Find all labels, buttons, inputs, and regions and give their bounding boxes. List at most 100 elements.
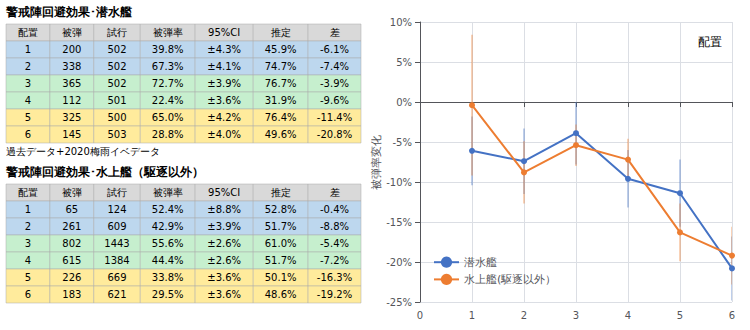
svg-text:試行: 試行 <box>107 27 127 38</box>
svg-text:61.0%: 61.0% <box>265 238 297 249</box>
svg-text:50.1%: 50.1% <box>265 272 297 283</box>
svg-text:6: 6 <box>729 310 735 321</box>
svg-text:1384: 1384 <box>104 255 129 266</box>
svg-text:潜水艦: 潜水艦 <box>464 256 497 269</box>
svg-text:76.4%: 76.4% <box>265 112 297 123</box>
svg-text:365: 365 <box>62 78 81 89</box>
svg-text:警戒陣回避効果･潜水艦: 警戒陣回避効果･潜水艦 <box>5 5 132 19</box>
svg-text:42.9%: 42.9% <box>152 221 184 232</box>
svg-text:67.3%: 67.3% <box>152 61 184 72</box>
svg-text:503: 503 <box>107 129 126 140</box>
svg-text:338: 338 <box>62 61 81 72</box>
svg-text:72.7%: 72.7% <box>152 78 184 89</box>
svg-text:1: 1 <box>25 204 31 215</box>
svg-text:±8.8%: ±8.8% <box>207 204 241 215</box>
svg-text:95%CI: 95%CI <box>208 187 240 198</box>
svg-text:±3.6%: ±3.6% <box>207 95 241 106</box>
svg-text:55.6%: 55.6% <box>152 238 184 249</box>
svg-text:±2.6%: ±2.6% <box>207 238 241 249</box>
svg-text:-5%: -5% <box>393 137 412 148</box>
svg-text:-7.2%: -7.2% <box>320 255 349 266</box>
svg-text:5: 5 <box>677 310 683 321</box>
svg-text:65: 65 <box>65 204 78 215</box>
svg-text:609: 609 <box>107 221 126 232</box>
svg-text:-5.4%: -5.4% <box>320 238 349 249</box>
svg-text:±2.6%: ±2.6% <box>207 255 241 266</box>
svg-text:3: 3 <box>25 238 31 249</box>
svg-text:28.8%: 28.8% <box>152 129 184 140</box>
svg-text:被弾率: 被弾率 <box>153 187 183 198</box>
svg-text:2: 2 <box>521 310 527 321</box>
svg-text:74.7%: 74.7% <box>265 61 297 72</box>
svg-text:±3.6%: ±3.6% <box>207 289 241 300</box>
svg-text:1443: 1443 <box>104 238 129 249</box>
svg-text:145: 145 <box>62 129 81 140</box>
svg-text:4: 4 <box>25 255 31 266</box>
svg-text:水上艦(駆逐以外）: 水上艦(駆逐以外） <box>464 273 556 286</box>
svg-text:4: 4 <box>25 95 31 106</box>
svg-text:39.8%: 39.8% <box>152 44 184 55</box>
svg-text:2: 2 <box>25 61 31 72</box>
svg-text:802: 802 <box>62 238 81 249</box>
svg-text:29.5%: 29.5% <box>152 289 184 300</box>
svg-text:10%: 10% <box>390 17 412 28</box>
svg-text:502: 502 <box>107 61 126 72</box>
svg-text:-15%: -15% <box>386 217 412 228</box>
svg-text:5%: 5% <box>396 57 412 68</box>
svg-text:2: 2 <box>25 221 31 232</box>
svg-text:被弾率: 被弾率 <box>153 27 183 38</box>
svg-text:±4.2%: ±4.2% <box>207 112 241 123</box>
svg-text:-6.1%: -6.1% <box>320 44 349 55</box>
svg-text:1: 1 <box>25 44 31 55</box>
svg-text:±4.0%: ±4.0% <box>207 129 241 140</box>
svg-text:±4.1%: ±4.1% <box>207 61 241 72</box>
svg-text:45.9%: 45.9% <box>265 44 297 55</box>
svg-text:502: 502 <box>107 44 126 55</box>
svg-text:0%: 0% <box>396 97 412 108</box>
svg-text:52.4%: 52.4% <box>152 204 184 215</box>
svg-text:3: 3 <box>25 78 31 89</box>
svg-text:±3.9%: ±3.9% <box>207 78 241 89</box>
svg-text:500: 500 <box>107 112 126 123</box>
svg-text:-11.4%: -11.4% <box>317 112 352 123</box>
svg-text:-20.8%: -20.8% <box>317 129 352 140</box>
svg-text:配置: 配置 <box>698 35 722 49</box>
svg-text:被弾率変化: 被弾率変化 <box>370 135 383 190</box>
svg-text:33.8%: 33.8% <box>152 272 184 283</box>
svg-text:-25%: -25% <box>386 297 412 308</box>
svg-text:49.6%: 49.6% <box>265 129 297 140</box>
svg-text:±3.9%: ±3.9% <box>207 221 241 232</box>
svg-text:被弾: 被弾 <box>62 187 82 198</box>
svg-text:502: 502 <box>107 78 126 89</box>
svg-text:1: 1 <box>469 310 475 321</box>
svg-text:-19.2%: -19.2% <box>317 289 352 300</box>
svg-text:669: 669 <box>107 272 126 283</box>
svg-text:51.7%: 51.7% <box>265 221 297 232</box>
svg-text:±3.6%: ±3.6% <box>207 272 241 283</box>
svg-text:-20%: -20% <box>386 257 412 268</box>
svg-text:621: 621 <box>107 289 126 300</box>
svg-text:76.7%: 76.7% <box>265 78 297 89</box>
svg-text:22.4%: 22.4% <box>152 95 184 106</box>
svg-text:48.6%: 48.6% <box>265 289 297 300</box>
svg-text:44.4%: 44.4% <box>152 255 184 266</box>
svg-text:警戒陣回避効果･水上艦（駆逐以外）: 警戒陣回避効果･水上艦（駆逐以外） <box>5 165 204 179</box>
svg-text:-9.6%: -9.6% <box>320 95 349 106</box>
svg-text:差: 差 <box>330 187 340 198</box>
svg-text:推定: 推定 <box>271 27 291 38</box>
svg-text:-3.9%: -3.9% <box>320 78 349 89</box>
svg-text:183: 183 <box>62 289 81 300</box>
svg-text:-8.8%: -8.8% <box>320 221 349 232</box>
svg-text:65.0%: 65.0% <box>152 112 184 123</box>
svg-text:過去データ+2020梅雨イベデータ: 過去データ+2020梅雨イベデータ <box>6 146 160 157</box>
svg-text:-16.3%: -16.3% <box>317 272 352 283</box>
svg-text:200: 200 <box>62 44 81 55</box>
svg-text:6: 6 <box>25 289 31 300</box>
svg-text:124: 124 <box>107 204 126 215</box>
svg-text:被弾: 被弾 <box>62 27 82 38</box>
svg-text:±4.3%: ±4.3% <box>207 44 241 55</box>
svg-text:推定: 推定 <box>271 187 291 198</box>
svg-text:31.9%: 31.9% <box>265 95 297 106</box>
svg-text:-0.4%: -0.4% <box>320 204 349 215</box>
svg-text:4: 4 <box>625 310 631 321</box>
